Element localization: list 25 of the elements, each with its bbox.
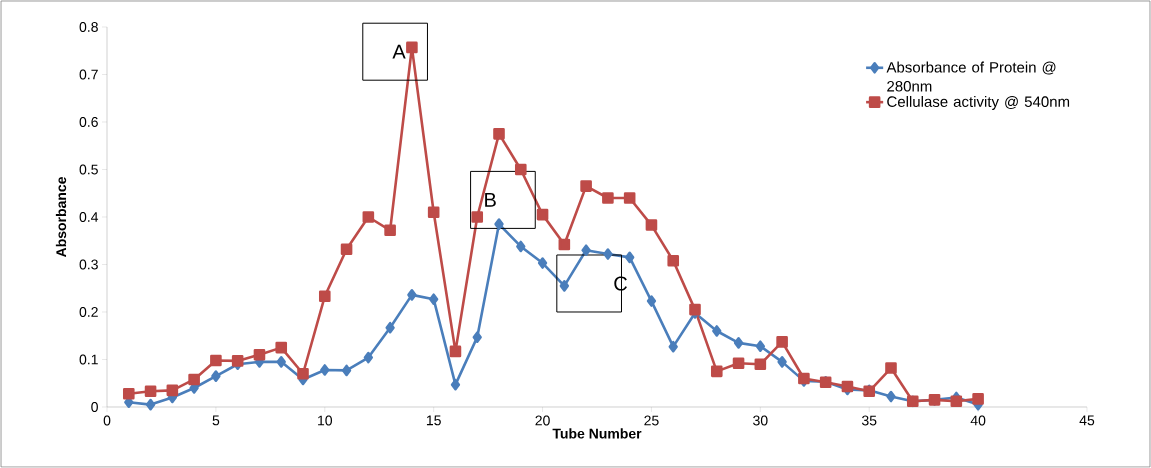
- y-tick-label: 0.1: [79, 354, 98, 365]
- y-axis-title: Absorbance: [55, 177, 67, 258]
- x-tick-label: 40: [970, 415, 986, 426]
- x-tick-label: 45: [1079, 415, 1095, 426]
- x-tick-label: 25: [644, 415, 659, 426]
- x-tick-label: 35: [861, 415, 877, 426]
- y-tick-label: 0.4: [79, 212, 99, 222]
- legend-label: Absorbance of Protein @ 280nm: [886, 61, 1056, 92]
- x-tick-label: 0: [103, 415, 111, 426]
- y-tick-label: 0.7: [79, 69, 98, 80]
- x-tick-label: 20: [535, 415, 550, 426]
- annotation: B: [485, 193, 496, 207]
- y-tick-label: 0.5: [79, 164, 98, 175]
- y-tick-label: 0.6: [79, 117, 98, 127]
- y-tick-label: 0.3: [79, 259, 98, 270]
- legend-label: Cellulase activity @ 540nm: [887, 95, 1070, 110]
- y-tick-label: 0: [91, 402, 98, 412]
- x-tick-label: 5: [212, 415, 220, 426]
- x-tick-label: 10: [318, 415, 333, 426]
- annotation: A: [392, 44, 406, 59]
- x-axis-title: Tube Number: [552, 428, 642, 439]
- y-tick-label: 0.2: [79, 307, 98, 317]
- y-tick-label: 0.8: [79, 22, 98, 32]
- x-tick-label: 15: [426, 415, 441, 426]
- x-tick-label: 30: [753, 415, 768, 426]
